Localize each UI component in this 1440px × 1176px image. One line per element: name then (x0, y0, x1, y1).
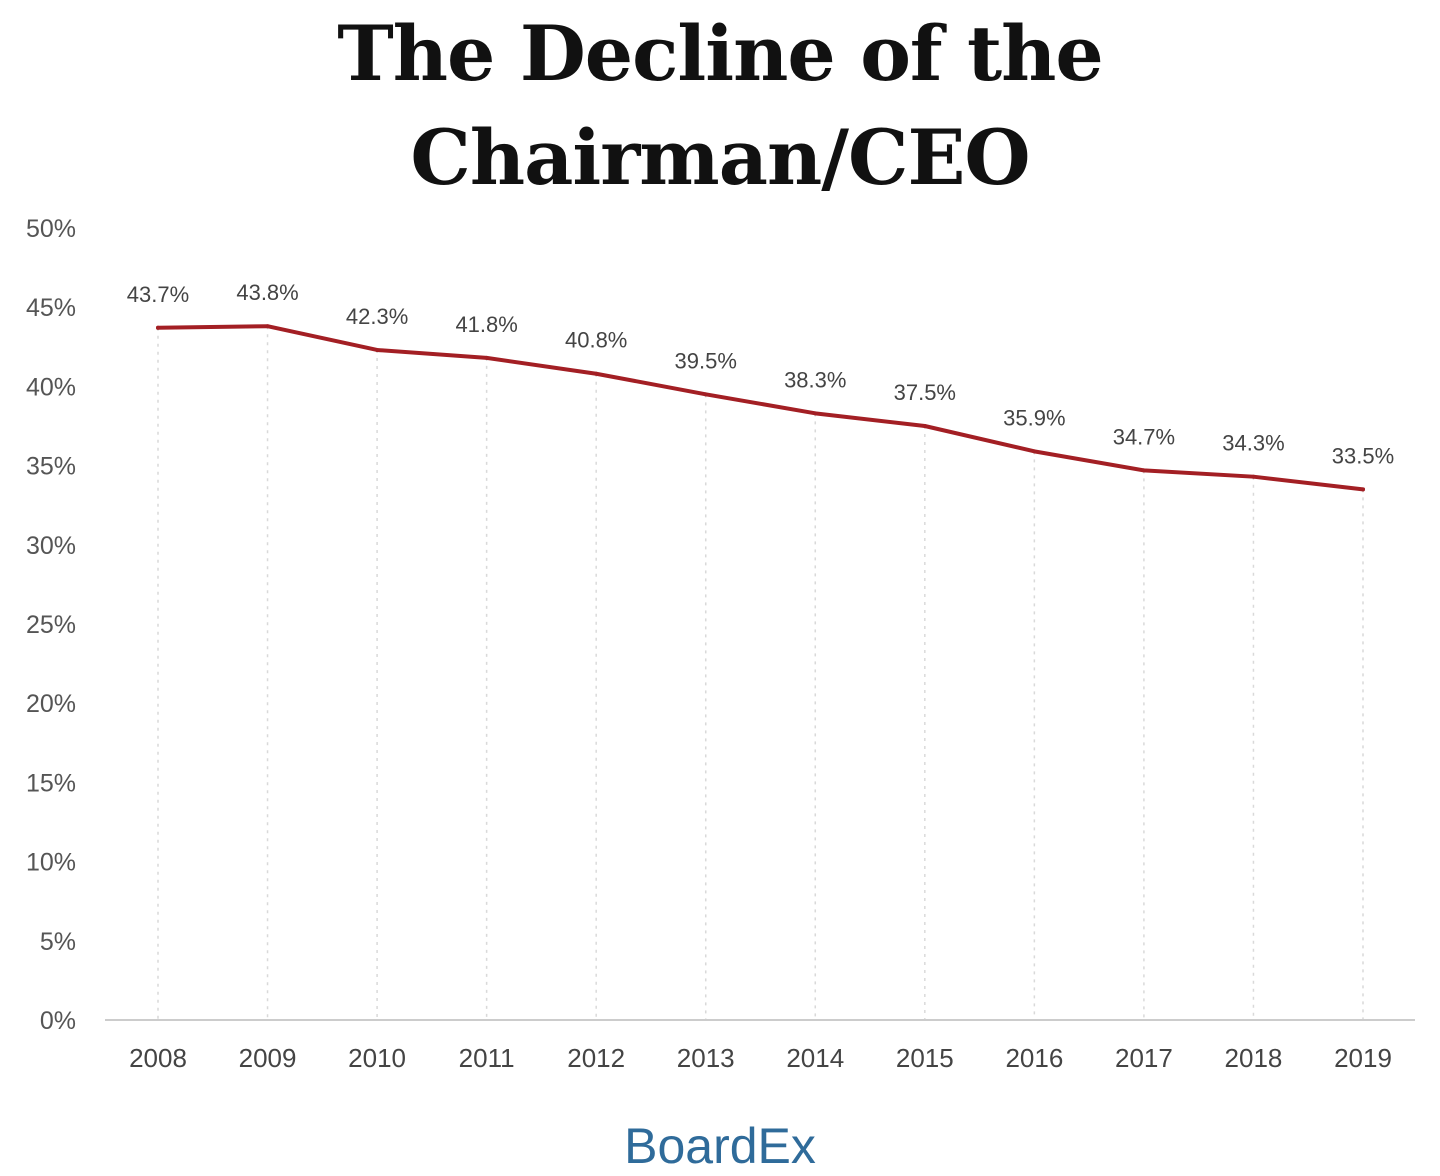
x-tick-label: 2017 (1115, 1043, 1173, 1073)
x-tick-label: 2015 (896, 1043, 954, 1073)
series-line (156, 324, 1365, 492)
y-tick-labels: 0% 5% 10% 15% 20% 25% 30% 35% 40% 45% 50% (26, 215, 76, 1035)
data-label: 39.5% (675, 348, 737, 373)
y-tick-label: 10% (26, 849, 76, 877)
x-tick-label: 2008 (129, 1043, 187, 1073)
x-tick-label: 2012 (567, 1043, 625, 1073)
data-point (922, 424, 927, 428)
y-tick-label: 30% (26, 532, 76, 560)
y-tick-label: 15% (26, 769, 76, 797)
grid-lines (157, 326, 1364, 1020)
data-point (265, 324, 270, 329)
data-label: 43.7% (127, 282, 189, 307)
y-tick-label: 50% (26, 215, 76, 243)
title-line-1: The Decline of the (337, 9, 1104, 98)
data-point (1251, 474, 1256, 479)
data-point (703, 392, 708, 397)
data-label: 42.3% (346, 304, 408, 329)
data-point (1032, 449, 1037, 454)
data-label: 33.5% (1332, 443, 1394, 468)
data-label: 40.8% (565, 328, 627, 353)
x-tick-labels: 2008 2009 2010 2011 2012 2013 2014 2015 2016 2017… (129, 1043, 1392, 1073)
data-label: 43.8% (236, 280, 298, 305)
data-point (1361, 487, 1365, 492)
data-point (156, 325, 160, 330)
x-tick-label: 2018 (1225, 1043, 1283, 1073)
data-point (375, 347, 380, 352)
data-label: 34.7% (1113, 424, 1175, 449)
x-tick-label: 2016 (1005, 1043, 1063, 1073)
y-tick-label: 40% (26, 373, 76, 401)
data-point (594, 371, 599, 376)
data-label: 34.3% (1222, 431, 1284, 456)
boardex-logo: BoardEx (624, 1118, 816, 1174)
y-tick-label: 45% (26, 294, 76, 322)
data-label: 37.5% (894, 380, 956, 405)
x-tick-label: 2019 (1334, 1043, 1392, 1073)
y-tick-label: 25% (26, 611, 76, 639)
x-tick-label: 2011 (459, 1043, 515, 1073)
data-point (484, 355, 489, 360)
chart-title: The Decline of the Chairman/CEO (0, 0, 1440, 210)
data-label: 38.3% (784, 367, 846, 392)
data-point (1141, 468, 1146, 473)
y-tick-label: 5% (40, 928, 76, 956)
data-labels: 43.7% 43.8% 42.3% 41.8% 40.8% 39.5% 38.3% 37.5%… (127, 280, 1394, 468)
y-tick-label: 35% (26, 453, 76, 481)
x-tick-label: 2009 (239, 1043, 297, 1073)
x-tick-label: 2013 (677, 1043, 735, 1073)
x-tick-label: 2014 (786, 1043, 844, 1073)
y-tick-label: 20% (26, 690, 76, 718)
data-point (813, 411, 818, 416)
data-label: 35.9% (1003, 405, 1065, 430)
y-tick-label: 0% (40, 1007, 76, 1035)
data-points (156, 324, 1365, 492)
data-label: 41.8% (455, 312, 517, 337)
x-tick-label: 2010 (348, 1043, 406, 1073)
title-line-2: Chairman/CEO (410, 113, 1030, 202)
